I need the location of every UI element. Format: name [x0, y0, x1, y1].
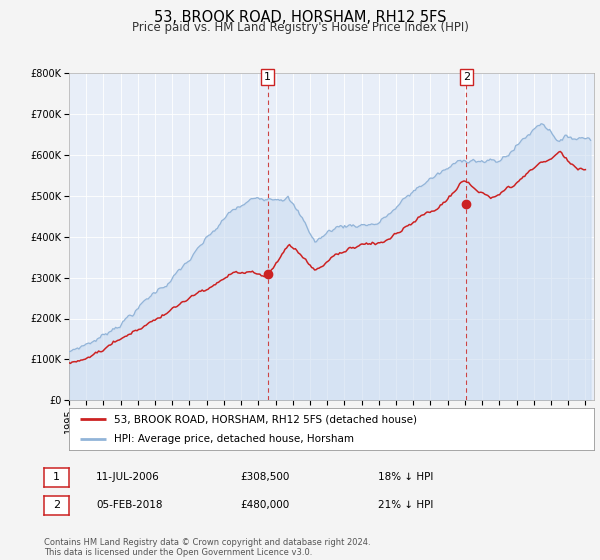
Text: 18% ↓ HPI: 18% ↓ HPI	[378, 472, 433, 482]
Text: 53, BROOK ROAD, HORSHAM, RH12 5FS: 53, BROOK ROAD, HORSHAM, RH12 5FS	[154, 10, 446, 25]
Text: 05-FEB-2018: 05-FEB-2018	[96, 500, 163, 510]
Text: 2: 2	[53, 500, 60, 510]
Text: £308,500: £308,500	[240, 472, 289, 482]
Text: 11-JUL-2006: 11-JUL-2006	[96, 472, 160, 482]
Text: Price paid vs. HM Land Registry's House Price Index (HPI): Price paid vs. HM Land Registry's House …	[131, 21, 469, 34]
Text: 2: 2	[463, 72, 470, 82]
Text: 21% ↓ HPI: 21% ↓ HPI	[378, 500, 433, 510]
Text: Contains HM Land Registry data © Crown copyright and database right 2024.
This d: Contains HM Land Registry data © Crown c…	[44, 538, 370, 557]
Text: £480,000: £480,000	[240, 500, 289, 510]
Text: HPI: Average price, detached house, Horsham: HPI: Average price, detached house, Hors…	[113, 434, 353, 444]
Text: 1: 1	[53, 472, 60, 482]
Text: 53, BROOK ROAD, HORSHAM, RH12 5FS (detached house): 53, BROOK ROAD, HORSHAM, RH12 5FS (detac…	[113, 414, 416, 424]
Text: 1: 1	[264, 72, 271, 82]
